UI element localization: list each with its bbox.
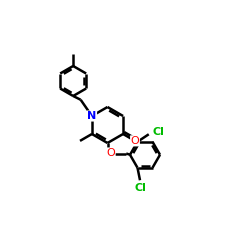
Text: O: O (106, 148, 115, 158)
Text: Cl: Cl (134, 183, 146, 193)
Text: N: N (87, 111, 97, 121)
Text: O: O (130, 136, 139, 146)
Text: Cl: Cl (152, 127, 164, 137)
